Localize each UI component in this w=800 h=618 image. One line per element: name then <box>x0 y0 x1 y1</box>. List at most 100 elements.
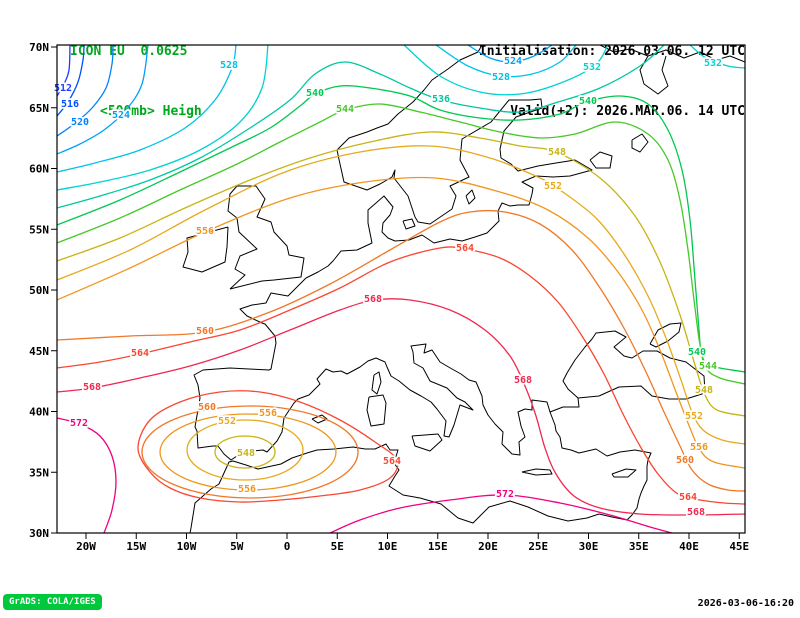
contour-label: 524 <box>504 56 522 67</box>
contour-line-532 <box>57 45 269 191</box>
contour-label: 544 <box>336 104 354 115</box>
contour-label: 540 <box>306 88 324 99</box>
contour-line-528 <box>435 45 577 78</box>
lat-tick-label: 70N <box>29 41 49 54</box>
contour-ring-552 <box>186 419 304 481</box>
lon-tick-label: 15W <box>126 540 146 553</box>
contour-label: 532 <box>583 62 601 73</box>
coastline <box>371 371 382 395</box>
contour-label: 568 <box>514 375 532 386</box>
contour-label: 572 <box>496 489 514 500</box>
contour-label: 516 <box>61 99 79 110</box>
lon-tick-label: 45E <box>729 540 749 553</box>
lat-tick-label: 55N <box>29 223 49 236</box>
contour-label: 568 <box>83 382 101 393</box>
contour-label: 556 <box>196 226 214 237</box>
lon-tick-label: 25E <box>528 540 548 553</box>
frame-layer: 20W 15W 10W 5W 0 5E 10E 15E 20E 25E 30E 35E 40E 45E 70… <box>29 41 749 553</box>
contour-label: 564 <box>456 243 474 254</box>
lon-tick-label: 10W <box>177 540 197 553</box>
contour-line-552 <box>57 145 745 445</box>
contour-line-532 <box>403 45 609 96</box>
lon-tick-label: 5W <box>230 540 244 553</box>
coastline <box>465 189 476 205</box>
contour-label: 524 <box>112 110 130 121</box>
contour-ring-548 <box>214 435 276 469</box>
contour-label: 548 <box>548 147 566 158</box>
coastline <box>305 45 593 279</box>
contour-line-548 <box>57 131 745 417</box>
contour-label: 532 <box>704 58 722 69</box>
contour-line-556 <box>57 176 745 469</box>
lat-tick-label: 35N <box>29 466 49 479</box>
contour-label: 540 <box>579 96 597 107</box>
lon-tick-label: 15E <box>428 540 448 553</box>
lat-tick-label: 60N <box>29 163 49 176</box>
contour-line-532 <box>689 45 745 69</box>
lat-tick-label: 40N <box>29 406 49 419</box>
lon-tick-label: 20W <box>76 540 96 553</box>
coastline <box>193 277 706 461</box>
map-frame <box>56 44 746 534</box>
lat-tick-label: 30N <box>29 527 49 540</box>
contour-label: 560 <box>196 326 214 337</box>
contour-label: 556 <box>690 442 708 453</box>
contour-label: 552 <box>544 181 562 192</box>
contour-label: 540 <box>688 347 706 358</box>
contour-ring-560 <box>141 405 359 499</box>
coastline <box>589 151 613 169</box>
contour-label: 528 <box>492 72 510 83</box>
coastline <box>639 55 669 95</box>
contour-label: 564 <box>679 492 697 503</box>
contour-label: 528 <box>220 60 238 71</box>
contour-label: 512 <box>54 83 72 94</box>
contour-label: 556 <box>238 484 256 495</box>
coastline <box>227 185 305 290</box>
contour-label-layer: 512 516 520 524 528 524 528 532 532 536 540 540 540 5… <box>52 54 724 520</box>
contour-line-564 <box>57 246 745 505</box>
contour-line-520 <box>57 45 114 137</box>
field-title: <500mb> Heigh <box>100 104 202 119</box>
contour-label: 548 <box>695 385 713 396</box>
coastline <box>599 45 745 63</box>
contour-label: 544 <box>699 361 717 372</box>
contour-label: 520 <box>71 117 89 128</box>
contour-line-516 <box>57 45 85 117</box>
coastline <box>402 218 416 230</box>
contour-label: 536 <box>432 94 450 105</box>
lon-tick-label: 20E <box>478 540 498 553</box>
coastline <box>366 394 387 427</box>
contour-label: 560 <box>198 402 216 413</box>
valid-time-label: Valid(+2): 2026.MAR.06. 14 UTC <box>510 104 745 119</box>
grads-watermark: GrADS: COLA/IGES <box>3 594 102 610</box>
contour-line-524 <box>57 45 149 155</box>
contour-line-540 <box>57 85 745 373</box>
contour-line-544 <box>57 103 745 385</box>
coastline <box>189 411 652 533</box>
coastline <box>411 433 443 452</box>
contour-line-568 <box>57 298 745 516</box>
coastline-layer <box>182 45 745 533</box>
lon-tick-label: 10E <box>378 540 398 553</box>
contour-line-536 <box>57 45 665 209</box>
contour-label: 568 <box>364 294 382 305</box>
contour-label: 552 <box>218 416 236 427</box>
lon-tick-label: 40E <box>679 540 699 553</box>
lon-tick-label: 0 <box>284 540 291 553</box>
lat-tick-label: 65N <box>29 102 49 115</box>
contour-line-560 <box>57 209 745 492</box>
contour-label: 556 <box>259 408 277 419</box>
contour-label: 564 <box>383 456 401 467</box>
lon-tick-label: 35E <box>629 540 649 553</box>
creation-timestamp: 2026-03-06-16:20 <box>697 598 794 609</box>
contour-line-528 <box>57 45 237 173</box>
lon-tick-label: 5E <box>331 540 344 553</box>
contour-label: 568 <box>687 507 705 518</box>
coastline <box>521 468 553 476</box>
coastline <box>631 133 649 153</box>
contour-line-524 <box>467 45 553 63</box>
contour-label: 564 <box>131 348 149 359</box>
contour-line-564 <box>137 390 399 503</box>
